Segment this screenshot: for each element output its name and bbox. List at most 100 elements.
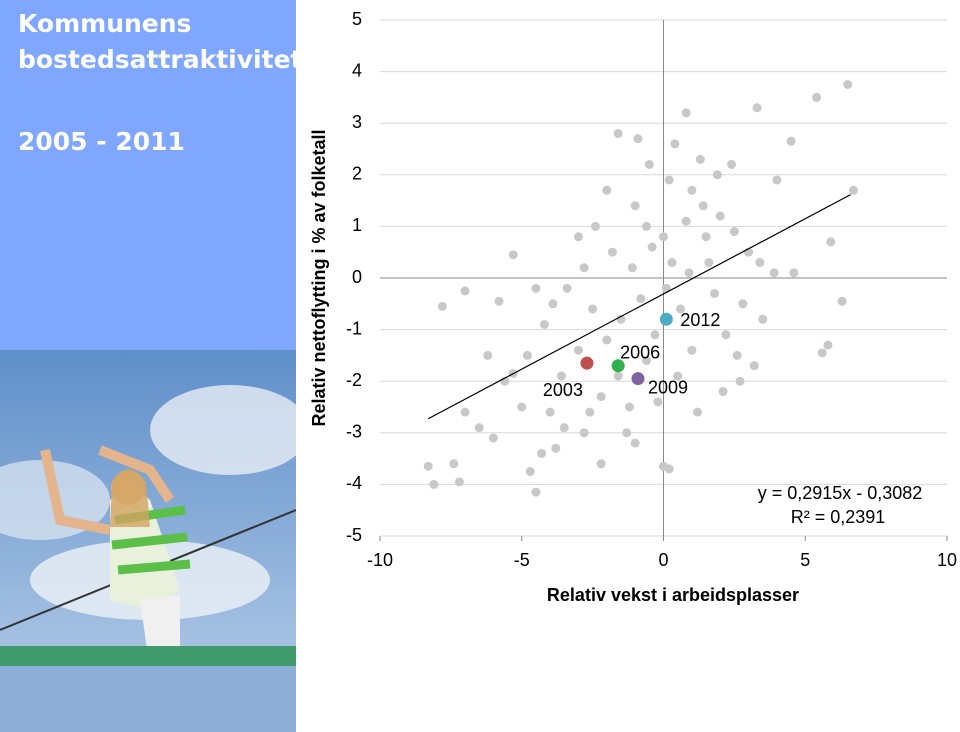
point bbox=[548, 299, 558, 309]
point bbox=[698, 201, 708, 211]
point bbox=[684, 268, 694, 278]
point bbox=[715, 211, 725, 221]
point bbox=[641, 221, 651, 231]
point bbox=[667, 258, 677, 268]
point bbox=[596, 459, 606, 469]
point-label: 2009 bbox=[648, 377, 688, 397]
point-label: 2006 bbox=[620, 342, 660, 362]
highlight-point bbox=[659, 312, 673, 326]
y-tick-label: -5 bbox=[346, 525, 362, 545]
point bbox=[673, 371, 683, 381]
point bbox=[622, 428, 632, 438]
x-tick-label: -10 bbox=[367, 550, 393, 570]
highlight-point bbox=[580, 356, 594, 370]
point-label: 2003 bbox=[543, 380, 583, 400]
point bbox=[579, 263, 589, 273]
point bbox=[590, 221, 600, 231]
point bbox=[664, 175, 674, 185]
point bbox=[826, 237, 836, 247]
point bbox=[537, 448, 547, 458]
point bbox=[602, 185, 612, 195]
y-tick-label: 5 bbox=[352, 9, 362, 29]
point bbox=[712, 170, 722, 180]
y-tick-label: 1 bbox=[352, 215, 362, 235]
point bbox=[687, 345, 697, 355]
point bbox=[579, 428, 589, 438]
point bbox=[474, 423, 484, 433]
y-tick-label: -1 bbox=[346, 318, 362, 338]
point bbox=[789, 268, 799, 278]
point bbox=[562, 283, 572, 293]
point bbox=[573, 232, 583, 242]
point bbox=[613, 371, 623, 381]
point bbox=[653, 397, 663, 407]
point bbox=[837, 296, 847, 306]
point bbox=[681, 108, 691, 118]
point bbox=[531, 487, 541, 497]
point bbox=[664, 464, 674, 474]
photo bbox=[0, 350, 296, 732]
point bbox=[545, 407, 555, 417]
point bbox=[630, 201, 640, 211]
x-tick-label: 5 bbox=[800, 550, 810, 570]
y-tick-label: 3 bbox=[352, 112, 362, 132]
point bbox=[551, 443, 561, 453]
point bbox=[695, 154, 705, 164]
highlight-point bbox=[631, 372, 645, 386]
point bbox=[772, 175, 782, 185]
point bbox=[735, 376, 745, 386]
point bbox=[460, 286, 470, 296]
x-tick-label: 10 bbox=[937, 550, 957, 570]
point bbox=[769, 268, 779, 278]
y-tick-label: 4 bbox=[352, 60, 362, 80]
point bbox=[607, 247, 617, 257]
point bbox=[749, 361, 759, 371]
point bbox=[644, 159, 654, 169]
point bbox=[460, 407, 470, 417]
point bbox=[556, 371, 566, 381]
point bbox=[636, 294, 646, 304]
point bbox=[752, 103, 762, 113]
point bbox=[633, 134, 643, 144]
point bbox=[423, 461, 433, 471]
point bbox=[647, 242, 657, 252]
point bbox=[449, 459, 459, 469]
point bbox=[539, 319, 549, 329]
point bbox=[588, 304, 598, 314]
point bbox=[701, 232, 711, 242]
point bbox=[710, 288, 720, 298]
chart: Relativ nettoflytting i % av folketall R… bbox=[309, 9, 957, 605]
point bbox=[758, 314, 768, 324]
point bbox=[704, 258, 714, 268]
trendline bbox=[427, 194, 851, 420]
period: 2005 - 2011 bbox=[18, 127, 185, 156]
point bbox=[627, 263, 637, 273]
x-tick-label: 0 bbox=[658, 550, 668, 570]
point bbox=[508, 250, 518, 260]
point bbox=[823, 340, 833, 350]
point bbox=[494, 296, 504, 306]
point bbox=[650, 330, 660, 340]
point bbox=[525, 467, 535, 476]
title: Kommunens bostedsattraktivitet bbox=[18, 9, 303, 74]
point bbox=[531, 283, 541, 293]
point bbox=[659, 232, 668, 242]
point bbox=[624, 402, 634, 412]
point bbox=[602, 335, 612, 345]
point bbox=[687, 185, 697, 195]
point bbox=[488, 433, 498, 443]
point bbox=[676, 304, 686, 314]
point bbox=[721, 330, 731, 340]
point bbox=[613, 129, 623, 139]
point bbox=[727, 159, 737, 169]
point bbox=[585, 407, 595, 417]
point bbox=[693, 407, 703, 417]
point bbox=[681, 216, 691, 226]
point bbox=[596, 392, 606, 402]
point bbox=[661, 283, 671, 293]
point bbox=[718, 387, 728, 397]
point bbox=[729, 227, 739, 237]
highlight-point bbox=[611, 359, 625, 373]
point bbox=[517, 402, 527, 412]
